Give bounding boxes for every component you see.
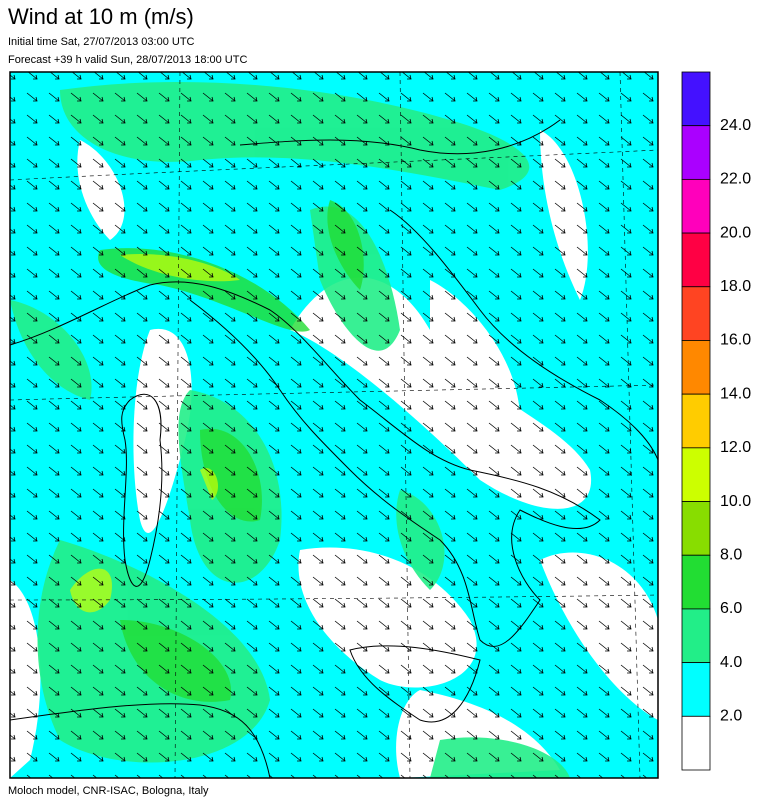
- colorbar-band: [681, 286, 711, 341]
- map-frame: [9, 71, 659, 779]
- colorbar-band: [681, 662, 711, 717]
- colorbar-label: 22.0: [720, 171, 751, 188]
- colorbar-label: 4.0: [720, 654, 742, 671]
- colorbar-label: 24.0: [720, 117, 751, 134]
- colorbar-band: [681, 554, 711, 610]
- initial-time: Initial time Sat, 27/07/2013 03:00 UTC: [8, 36, 195, 48]
- colorbar-band: [681, 232, 711, 288]
- title: Wind at 10 m (m/s): [8, 4, 194, 29]
- wind-map: [10, 72, 658, 778]
- graticule: [10, 72, 658, 778]
- colorbar: 24.0 22.0 20.0 18.0 16.0 14.0 12.0 10.0 8.0 6.0 4.…: [681, 71, 751, 771]
- colorbar-band: [681, 178, 711, 234]
- colorbar-label: 12.0: [720, 439, 751, 456]
- colorbar-band: [681, 340, 711, 395]
- colorbar-band: [681, 393, 711, 449]
- colorbar-label: 6.0: [720, 600, 742, 617]
- colorbar-band: [681, 447, 711, 502]
- colorbar-label: 16.0: [720, 332, 751, 349]
- colorbar-label: 2.0: [720, 708, 742, 725]
- colorbar-band: [681, 71, 711, 127]
- colorbar-band: [681, 608, 711, 664]
- colorbar-label: 8.0: [720, 546, 742, 563]
- colorbar-label: 20.0: [720, 224, 751, 241]
- colorbar-band: [681, 125, 711, 180]
- colorbar-label: 18.0: [720, 278, 751, 295]
- colorbar-band: [681, 715, 711, 771]
- forecast-time: Forecast +39 h valid Sun, 28/07/2013 18:…: [8, 54, 247, 66]
- coastlines: [10, 119, 658, 778]
- wind-arrows: [10, 72, 658, 778]
- colorbar-label: 14.0: [720, 385, 751, 402]
- footer: Moloch model, CNR-ISAC, Bologna, Italy: [8, 785, 209, 797]
- colorbar-label: 10.0: [720, 493, 751, 510]
- colorbar-band: [681, 501, 711, 556]
